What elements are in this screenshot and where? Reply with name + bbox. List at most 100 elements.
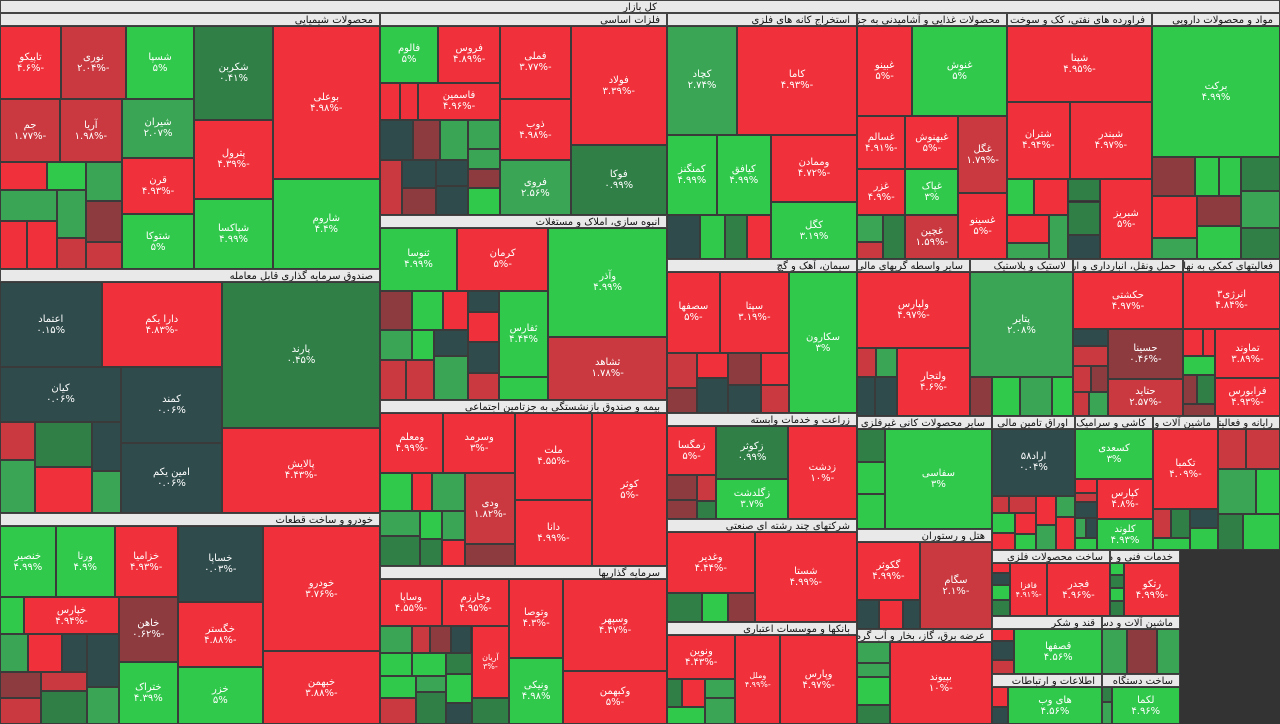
stock-tile[interactable]: شاروم ۴.۴% bbox=[272, 179, 380, 269]
stock-tile[interactable]: فاسمین -۴.۹۶% bbox=[417, 82, 501, 121]
stock-tile[interactable]: غسالم -۴.۹۱% bbox=[857, 115, 906, 170]
stock-tile[interactable]: قرن -۴.۹۳% bbox=[121, 157, 195, 215]
stock-tile[interactable]: ومعلم -۴.۹۹% bbox=[380, 413, 444, 474]
stock-tile[interactable]: اعتماد ۰.۱۵% bbox=[0, 282, 102, 368]
stock-tile[interactable]: وسرمد -۳% bbox=[443, 413, 515, 474]
stock-tile[interactable]: فولاد -۳.۳۹% bbox=[570, 26, 667, 146]
stock-tile[interactable]: شسپا ۵% bbox=[125, 26, 195, 100]
stock-tile[interactable]: تاپیکو -۴.۶% bbox=[0, 26, 62, 100]
stock-tile[interactable]: خپارس -۴.۹۴% bbox=[24, 597, 119, 635]
stock-tile[interactable]: خاهن -۰.۶۲% bbox=[118, 597, 178, 662]
stock-tile[interactable]: رتکو -۴.۹۹% bbox=[1123, 563, 1180, 616]
stock-tile[interactable]: وپارس -۴.۹۷% bbox=[780, 635, 857, 724]
stock-tile[interactable]: آریا -۱.۹۸% bbox=[60, 99, 122, 163]
stock-tile[interactable]: زدشت -۱۰% bbox=[787, 426, 857, 519]
stock-tile[interactable]: کوثر -۵% bbox=[591, 413, 667, 566]
stock-tile[interactable]: سصفها -۵% bbox=[667, 272, 720, 353]
stock-tile[interactable]: خزامیا -۴.۹۳% bbox=[114, 526, 178, 598]
stock-tile[interactable]: سپتا -۳.۱۹% bbox=[719, 272, 789, 353]
stock-tile[interactable]: حتاید -۲.۵۷% bbox=[1107, 378, 1183, 416]
stock-tile[interactable]: زمگسا -۵% bbox=[667, 426, 717, 476]
stock-tile[interactable]: کمنگنز ۴.۹۹% bbox=[667, 134, 717, 215]
stock-tile[interactable]: وملل -۴.۹۹% bbox=[735, 635, 781, 724]
stock-tile[interactable]: فافزا -۴.۹۱% bbox=[1010, 563, 1047, 616]
stock-tile[interactable]: پالایش -۴.۴۳% bbox=[221, 427, 380, 513]
stock-tile[interactable]: فرابورس -۴.۹۳% bbox=[1214, 378, 1280, 416]
stock-tile[interactable]: وسپهر -۴.۴۷% bbox=[563, 579, 667, 671]
stock-tile[interactable]: ولپارس -۴.۹۷% bbox=[857, 272, 970, 348]
stock-tile[interactable]: خزر ۵% bbox=[177, 666, 263, 724]
stock-tile[interactable]: کمند ۰.۰۶% bbox=[121, 367, 222, 444]
stock-tile[interactable]: غبهنوش -۵% bbox=[905, 115, 959, 170]
stock-tile[interactable]: شکربن ۰.۴۱% bbox=[194, 26, 273, 120]
stock-tile[interactable]: تماوند -۳.۸۹% bbox=[1214, 328, 1280, 379]
stock-tile[interactable]: سکارون ۳% bbox=[788, 272, 857, 413]
stock-tile[interactable]: شپاکسا ۴.۹۹% bbox=[194, 198, 273, 269]
stock-tile[interactable]: لکما ۴.۹۶% bbox=[1111, 687, 1180, 724]
stock-tile[interactable]: شستا -۴.۹۹% bbox=[754, 532, 857, 622]
stock-tile[interactable]: حکشتی -۴.۹۷% bbox=[1073, 272, 1183, 330]
stock-tile[interactable]: غزر -۴.۹% bbox=[857, 169, 906, 215]
stock-tile[interactable]: خنصیر ۴.۹۹% bbox=[0, 526, 56, 598]
stock-tile[interactable]: فوکا ۰.۹۹% bbox=[570, 145, 667, 215]
stock-tile[interactable]: دانا -۴.۹۹% bbox=[514, 499, 592, 566]
stock-tile[interactable]: ختراک ۴.۳۹% bbox=[118, 661, 178, 724]
stock-tile[interactable]: پترول -۴.۳۹% bbox=[194, 119, 273, 199]
stock-tile[interactable]: گکوثر -۴.۹۹% bbox=[857, 542, 920, 601]
stock-tile[interactable]: فملی -۳.۷۷% bbox=[500, 26, 571, 99]
stock-tile[interactable]: کپارس -۴.۸% bbox=[1097, 478, 1153, 520]
stock-tile[interactable]: وغدیر -۴.۴۴% bbox=[667, 532, 755, 594]
stock-tile[interactable]: کسعدی ۳% bbox=[1075, 429, 1153, 479]
stock-tile[interactable]: غسینو -۵% bbox=[958, 193, 1007, 259]
stock-tile[interactable]: کگل ۳.۱۹% bbox=[770, 202, 857, 259]
stock-tile[interactable]: شیران ۲.۰۷% bbox=[121, 99, 195, 158]
stock-tile[interactable]: ثشاهد -۱.۷۸% bbox=[548, 336, 667, 400]
stock-tile[interactable]: کلوند ۴.۹۳% bbox=[1097, 519, 1153, 550]
stock-tile[interactable]: آریان -۳% bbox=[471, 626, 510, 699]
stock-tile[interactable]: زگلدشت ۳.۷% bbox=[716, 478, 788, 519]
stock-tile[interactable]: دارا یکم -۴.۸۳% bbox=[101, 282, 222, 368]
stock-tile[interactable]: فالوم ۵% bbox=[380, 26, 439, 83]
stock-tile[interactable]: غچین -۱.۵۹% bbox=[905, 215, 959, 259]
stock-tile[interactable]: وخارزم -۴.۹۵% bbox=[441, 579, 510, 627]
stock-tile[interactable]: پتایر ۲.۰۸% bbox=[970, 272, 1073, 378]
stock-tile[interactable]: وآذر ۴.۹۹% bbox=[548, 228, 667, 337]
stock-tile[interactable]: وکبهمن -۵% bbox=[563, 670, 667, 724]
stock-tile[interactable]: ملت -۴.۵۵% bbox=[514, 413, 592, 500]
stock-tile[interactable]: خودرو -۳.۷۶% bbox=[262, 526, 380, 652]
stock-tile[interactable]: غگل -۱.۷۹% bbox=[958, 115, 1007, 194]
stock-tile[interactable]: شبریز -۵% bbox=[1100, 179, 1152, 259]
stock-tile[interactable]: تکمبا -۴.۰۹% bbox=[1153, 429, 1218, 509]
stock-tile[interactable]: اراد۵۸ ۰.۰۴% bbox=[992, 429, 1075, 496]
stock-tile[interactable]: پارند ۰.۴۵% bbox=[221, 282, 380, 428]
stock-tile[interactable]: ذوب -۴.۹۸% bbox=[500, 98, 571, 161]
stock-tile[interactable]: انرژی۳ -۴.۸۴% bbox=[1183, 272, 1280, 329]
stock-tile[interactable]: سفاسی ۳% bbox=[884, 429, 992, 529]
stock-tile[interactable]: کیان ۰.۰۶% bbox=[0, 367, 121, 422]
stock-tile[interactable]: نوری -۲.۰۴% bbox=[61, 26, 126, 100]
stock-tile[interactable]: شتران -۴.۹۴% bbox=[1007, 101, 1070, 180]
stock-tile[interactable]: ولتجار -۴.۶% bbox=[897, 347, 970, 416]
stock-tile[interactable]: زکوثر ۰.۹۹% bbox=[716, 426, 788, 479]
stock-tile[interactable]: شبندر -۴.۹۷% bbox=[1069, 101, 1152, 180]
stock-tile[interactable]: ورنا ۴.۹% bbox=[55, 526, 115, 598]
stock-tile[interactable]: کیافق ۴.۹۹% bbox=[716, 134, 771, 215]
stock-tile[interactable]: وساپا -۴.۵۵% bbox=[380, 579, 442, 627]
stock-tile[interactable]: قصفها ۴.۵۶% bbox=[1014, 629, 1102, 674]
stock-tile[interactable]: جم -۱.۷۷% bbox=[0, 99, 61, 163]
stock-tile[interactable]: وتوصا -۴.۳% bbox=[509, 579, 564, 658]
stock-tile[interactable]: شپنا -۴.۹۵% bbox=[1007, 26, 1152, 102]
stock-tile[interactable]: امین یکم ۰.۰۶% bbox=[121, 443, 222, 513]
stock-tile[interactable]: ونیکی ۴.۹۸% bbox=[509, 657, 564, 724]
stock-tile[interactable]: کرمان -۵% bbox=[457, 228, 549, 291]
stock-tile[interactable]: ثفارس ۴.۴۴% bbox=[498, 290, 549, 378]
stock-tile[interactable]: ودی -۱.۸۲% bbox=[465, 473, 515, 545]
stock-tile[interactable]: بوعلی -۴.۹۸% bbox=[272, 26, 380, 180]
stock-tile[interactable]: غپاک ۳% bbox=[905, 169, 959, 216]
stock-tile[interactable]: فجدر -۴.۹۶% bbox=[1046, 563, 1110, 616]
stock-tile[interactable]: ونوین -۴.۴۳% bbox=[667, 635, 736, 680]
stock-tile[interactable]: خساپا -۰.۰۳% bbox=[177, 526, 263, 603]
stock-tile[interactable]: برکت ۴.۹۹% bbox=[1152, 26, 1280, 158]
stock-tile[interactable]: سگام -۲.۱% bbox=[919, 542, 992, 629]
stock-tile[interactable]: کچاد ۲.۷۴% bbox=[667, 26, 737, 135]
